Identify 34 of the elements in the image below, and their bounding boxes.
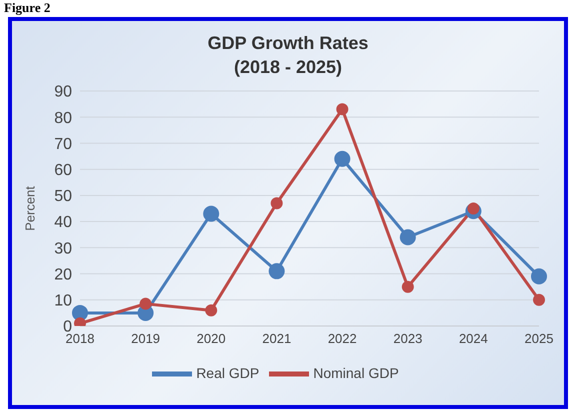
point	[268, 263, 285, 280]
y-tick-label: 60	[54, 162, 72, 180]
y-tick-label: 50	[54, 188, 72, 206]
y-tick-label: 70	[54, 136, 72, 153]
x-tick-label: 2022	[328, 331, 357, 346]
y-tick-label: 90	[54, 84, 72, 101]
point	[402, 280, 414, 293]
point	[72, 304, 88, 321]
x-tick-label: 2021	[262, 331, 292, 346]
point	[205, 304, 218, 316]
point	[533, 294, 545, 306]
legend-label: Real GDP	[196, 365, 260, 382]
y-axis-title: Percent	[22, 186, 38, 231]
x-tick-label: 2025	[524, 331, 554, 346]
x-tick-label: 2019	[131, 331, 160, 346]
legend-label: Nominal GDP	[313, 365, 399, 382]
caption: Figure 2	[4, 0, 50, 16]
x-tick-label: 2018	[66, 331, 94, 346]
point	[140, 298, 152, 310]
y-tick-label: 20	[54, 266, 72, 284]
x-tick-label: 2020	[196, 331, 226, 346]
point	[336, 103, 348, 116]
point	[270, 197, 283, 210]
point	[203, 206, 220, 222]
y-tick-label: 10	[54, 292, 72, 310]
x-tick-label: 2023	[393, 331, 422, 346]
x-tick-label: 2024	[458, 331, 488, 346]
y-tick-label: 40	[54, 214, 72, 232]
point	[400, 229, 416, 246]
y-tick-label: 80	[54, 110, 72, 127]
y-tick-label: 30	[54, 240, 72, 258]
point	[531, 268, 547, 284]
point	[334, 150, 350, 167]
chart-title: GDP Growth Rates (2018 - 2025)	[206, 32, 370, 79]
